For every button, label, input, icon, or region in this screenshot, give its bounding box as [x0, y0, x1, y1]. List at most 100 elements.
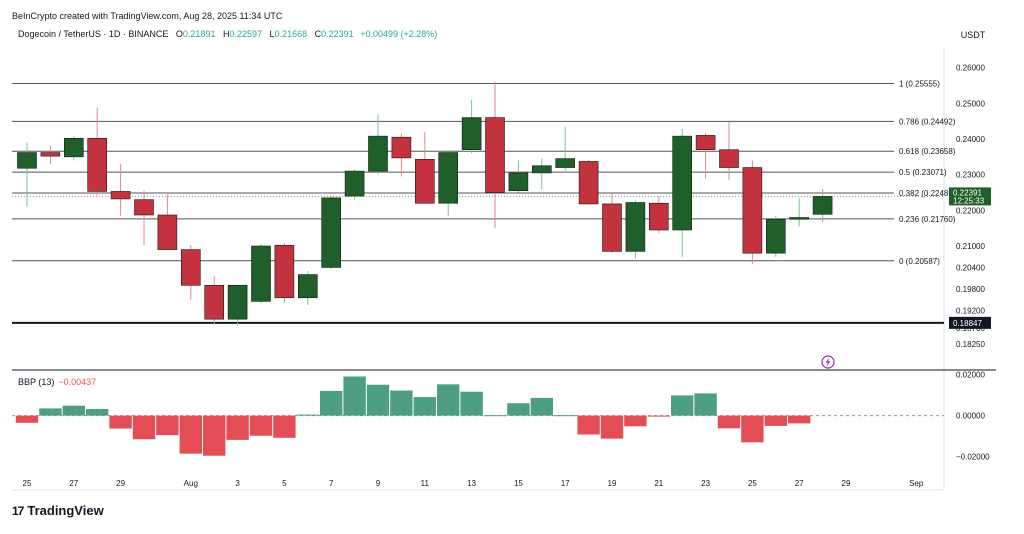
candle-down — [204, 284, 224, 320]
bbp-bar — [273, 415, 296, 438]
candle-up — [812, 196, 833, 215]
price-tick: 0.21000 — [956, 242, 985, 251]
candle-down — [742, 167, 763, 254]
candle-down — [719, 149, 739, 168]
candle-down — [578, 161, 599, 205]
time-axis[interactable]: 25 27 29 Aug 3 5 7 9 11 13 15 17 19 21 23 25 27 29 Sep — [23, 479, 924, 488]
indicator-value: −0.00437 — [58, 377, 97, 387]
fib-label: 0.618 (0.23658) — [899, 147, 956, 156]
open-value: 0.21891 — [182, 29, 216, 39]
bbp-bar — [437, 384, 460, 416]
bbp-bar — [460, 391, 483, 416]
candle-up — [531, 165, 552, 174]
bbp-bar — [203, 415, 226, 456]
bbp-bar — [507, 403, 530, 416]
bbp-bar — [39, 408, 62, 416]
candle-up — [672, 135, 693, 231]
candle-down — [110, 191, 131, 200]
candle-down — [87, 137, 107, 192]
candle-down — [157, 214, 178, 250]
candle-up — [64, 137, 84, 158]
candle-down — [414, 159, 435, 204]
time-tick: 7 — [329, 479, 334, 488]
bbp-bar — [132, 415, 156, 440]
time-tick: 13 — [467, 479, 476, 488]
time-tick: Sep — [909, 479, 924, 488]
close-value: 0.22391 — [321, 29, 354, 39]
price-axis[interactable]: 0.26000 0.25000 0.24000 0.23000 0.22000 0.210… — [956, 64, 990, 462]
candle-down — [40, 152, 61, 157]
candle-down — [181, 249, 201, 286]
candles — [17, 81, 833, 327]
candle-down — [695, 135, 716, 150]
bbp-bar — [15, 415, 39, 423]
bbp-bar — [249, 415, 273, 436]
indicator-legend[interactable]: BBP (13) −0.00437 — [18, 377, 96, 387]
bbp-bar — [717, 415, 741, 429]
bbp-tick: −0.02000 — [956, 453, 990, 462]
candle-up — [17, 152, 37, 169]
bbp-bar — [62, 405, 85, 416]
bbp-bar — [671, 395, 694, 416]
time-tick: 3 — [235, 479, 240, 488]
price-tick: 0.26000 — [956, 64, 985, 73]
time-tick: 17 — [561, 479, 570, 488]
candle-down — [134, 199, 154, 216]
candle-down — [391, 136, 412, 159]
indicator-name: BBP (13) — [18, 377, 55, 387]
fib-label: 1 (0.25555) — [899, 80, 940, 89]
bbp-bar — [109, 415, 132, 429]
change-value: +0.00499 (+2.28%) — [360, 29, 438, 39]
lightning-icon[interactable] — [821, 355, 835, 369]
bbp-bar — [320, 390, 343, 416]
currency-button[interactable]: USDT — [960, 30, 986, 40]
low-label: L — [269, 29, 275, 39]
candle-up — [321, 197, 342, 268]
candle-up — [508, 172, 529, 192]
bbp-bar — [554, 415, 577, 417]
last-price-countdown: 12:25:33 — [953, 196, 985, 205]
candle-up — [251, 245, 271, 302]
fib-label: 0 (0.20587) — [899, 257, 940, 266]
support-tag-value: 0.18847 — [953, 319, 982, 328]
bbp-bar — [788, 415, 811, 424]
time-tick: 9 — [376, 479, 381, 488]
price-tick: 0.25000 — [956, 99, 985, 108]
time-tick: 21 — [654, 479, 663, 488]
close-label: C — [314, 29, 322, 39]
bbp-tick: 0.00000 — [956, 412, 985, 421]
bbp-bar — [694, 393, 717, 416]
high-label: H — [222, 29, 230, 39]
candle-down — [274, 245, 295, 299]
fib-levels: 1 (0.25555) 0.786 (0.24492) 0.618 (0.23658… — [12, 80, 956, 266]
candle-up — [297, 274, 318, 299]
time-tick: 11 — [421, 479, 430, 488]
candle-up — [555, 158, 576, 168]
bbp-bar — [647, 415, 670, 417]
bbp-bar — [226, 415, 249, 440]
fib-label: 0.786 (0.24492) — [899, 117, 956, 126]
time-tick: 27 — [69, 479, 78, 488]
price-tick: 0.22000 — [956, 206, 985, 215]
candle-up — [227, 284, 248, 320]
fib-label: 0.5 (0.23071) — [899, 168, 947, 177]
last-price-value: 0.22391 — [953, 188, 982, 197]
time-tick: 25 — [748, 479, 757, 488]
bbp-bar — [624, 415, 647, 427]
bbp-bar — [343, 376, 366, 416]
tradingview-logo[interactable]: 17 TradingView — [12, 503, 104, 518]
time-tick: 15 — [514, 479, 523, 488]
candle-down — [485, 117, 505, 193]
candle-up — [438, 152, 459, 204]
time-tick: 19 — [608, 479, 617, 488]
bbp-bar — [530, 397, 553, 416]
tradingview-logo-text: TradingView — [27, 503, 104, 518]
candle-down — [648, 202, 669, 231]
time-tick: 27 — [795, 479, 804, 488]
symbol-info: Dogecoin / TetherUS · 1D · BINANCE O0.21… — [18, 29, 437, 39]
symbol-title[interactable]: Dogecoin / TetherUS · 1D · BINANCE — [18, 29, 169, 39]
time-tick: 29 — [116, 479, 125, 488]
bbp-histogram — [12, 376, 944, 456]
